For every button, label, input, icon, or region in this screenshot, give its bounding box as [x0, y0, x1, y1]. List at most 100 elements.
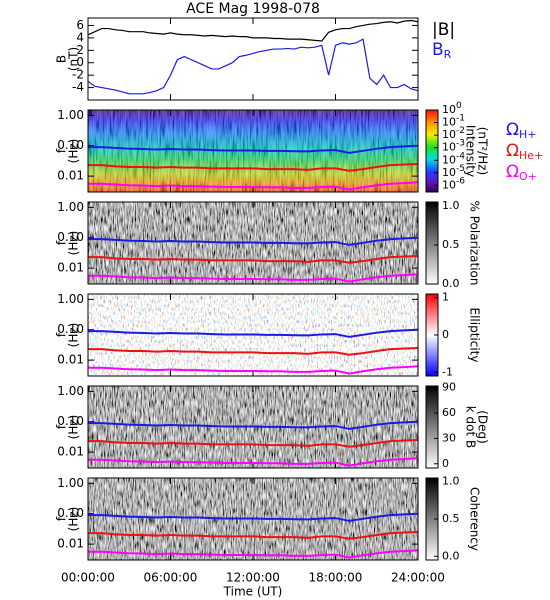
y-tick-label: 0.10	[57, 414, 84, 428]
colorbar-label: (nT²/Hz)	[476, 127, 490, 175]
gyrofrequency-line	[88, 420, 419, 430]
colorbar-tick-exponent: -5	[456, 163, 465, 173]
legend-subscript: H+	[519, 128, 537, 141]
legend-subscript: R	[444, 48, 452, 61]
colorbar-tick-text: 10	[442, 141, 456, 154]
gyrofrequency-line	[88, 347, 419, 356]
y-axis-label: (nT)	[67, 47, 81, 71]
colorbar-tick-text: -1	[442, 365, 453, 378]
legend-entry: ΩO+	[506, 162, 537, 183]
colorbar-tick-label: 0.5	[442, 238, 460, 251]
gyrofrequency-line	[88, 439, 419, 448]
colorbar-tick-label: 90	[442, 381, 456, 394]
colorbar-tick-exponent: -2	[456, 126, 465, 136]
y-axis-label: (Hz)	[67, 323, 81, 348]
colorbar-tick-text: 90	[442, 381, 456, 394]
colorbar-tick-text: 10	[442, 128, 456, 141]
colorbar-tick-label: 10-3	[442, 138, 465, 154]
colorbar-tick-text: 60	[442, 406, 456, 419]
y-axis-label: (Hz)	[67, 507, 81, 532]
colorbar-label: Intensity	[464, 125, 478, 177]
y-tick-label: 1.00	[57, 200, 84, 214]
y-tick-label: 0.10	[57, 322, 84, 336]
colorbar-tick-label: 0.5	[442, 512, 460, 525]
legend-entry: ΩHe+	[506, 141, 543, 162]
legend-text: Ω	[506, 141, 519, 161]
colorbar-tick-text: 0	[442, 328, 449, 341]
colorbar-tick-label: 0.0	[442, 549, 460, 562]
colorbar-tick-label: 60	[442, 406, 456, 419]
y-tick-label: 0	[76, 55, 84, 69]
y-tick-label: 1.00	[57, 108, 84, 122]
y-axis-label: f	[55, 240, 69, 245]
gyrofrequency-line	[88, 512, 419, 522]
y-axis-label: f	[55, 424, 69, 429]
colorbar-tick-label: 10-5	[442, 163, 465, 179]
y-axis-label: (Hz)	[67, 139, 81, 164]
legend-text: Ω	[506, 120, 519, 140]
y-tick-label: 1.00	[57, 384, 84, 398]
colorbar-tick-label: 30	[442, 431, 456, 444]
y-axis-label: (Hz)	[67, 231, 81, 256]
y-tick-label: 0.01	[57, 169, 84, 183]
plot-frame	[87, 477, 419, 561]
gyrofrequency-line	[88, 163, 419, 172]
colorbar-tick-exponent: -6	[456, 176, 465, 186]
plot-frame	[87, 385, 419, 469]
gyrofrequency-line	[88, 236, 419, 246]
y-tick-label: 0.01	[57, 353, 84, 367]
colorbar-tick-text: 0.5	[442, 238, 460, 251]
colorbar-tick-label: 1.0	[442, 199, 460, 212]
colorbar	[425, 109, 439, 193]
colorbar-tick-exponent: -4	[456, 151, 465, 161]
gyrofrequency-line	[88, 365, 419, 375]
colorbar-tick-text: 0.0	[442, 549, 460, 562]
y-tick-label: 1.00	[57, 292, 84, 306]
colorbar-tick-text: 1.0	[442, 199, 460, 212]
colorbar-tick-label: 10-2	[442, 126, 465, 142]
colorbar-tick-label: 0	[442, 457, 449, 470]
x-tick-label: 18:00:00	[309, 571, 363, 585]
colorbar-tick-text: 10	[442, 116, 456, 129]
y-axis-label: f	[55, 332, 69, 337]
colorbar-tick-label: 10-6	[442, 176, 465, 192]
colorbar-label: Coherency	[468, 487, 482, 551]
colorbar-tick-label: 100	[442, 101, 462, 117]
y-tick-label: 0.01	[57, 445, 84, 459]
x-tick-label: 06:00:00	[144, 571, 198, 585]
y-axis-label: f	[55, 148, 69, 153]
y-tick-label: 0.01	[57, 261, 84, 275]
colorbar-label: Ellipticity	[468, 308, 482, 363]
colorbar-tick-exponent: -3	[456, 138, 465, 148]
x-tick-label: 12:00:00	[226, 571, 280, 585]
gyrofrequency-line	[88, 181, 419, 191]
plot-frame	[87, 201, 419, 285]
y-axis-label: (Hz)	[67, 415, 81, 440]
colorbar-tick-text: 10	[442, 166, 456, 179]
colorbar-tick-text: 30	[442, 431, 456, 444]
colorbar-label: (Deg)	[476, 410, 490, 444]
legend-entry: BR	[432, 40, 452, 61]
x-axis-label: Time (UT)	[223, 585, 283, 599]
colorbar-tick-label: 0.0	[442, 277, 460, 290]
colorbar-tick-label: 10-4	[442, 151, 465, 167]
colorbar-tick-label: 10-1	[442, 113, 465, 129]
gyrofrequency-line	[88, 273, 419, 283]
y-tick-label: 4	[76, 30, 84, 44]
colorbar-tick-text: 1	[442, 291, 449, 304]
chart-title: ACE Mag 1998-078	[186, 1, 320, 17]
y-tick-label: 1.00	[57, 476, 84, 490]
colorbar-tick-exponent: 0	[456, 101, 462, 111]
gyrofrequency-line	[88, 144, 419, 154]
y-tick-label: 2	[76, 43, 84, 57]
legend-subscript: He+	[519, 149, 543, 162]
colorbar	[425, 385, 439, 469]
y-tick-label: -2	[72, 68, 84, 82]
colorbar-tick-text: 10	[442, 153, 456, 166]
y-tick-label: -4	[72, 80, 84, 94]
x-tick-label: 00:00:00	[61, 571, 115, 585]
y-tick-label: 0.01	[57, 537, 84, 551]
gyrofrequency-line	[88, 328, 419, 338]
